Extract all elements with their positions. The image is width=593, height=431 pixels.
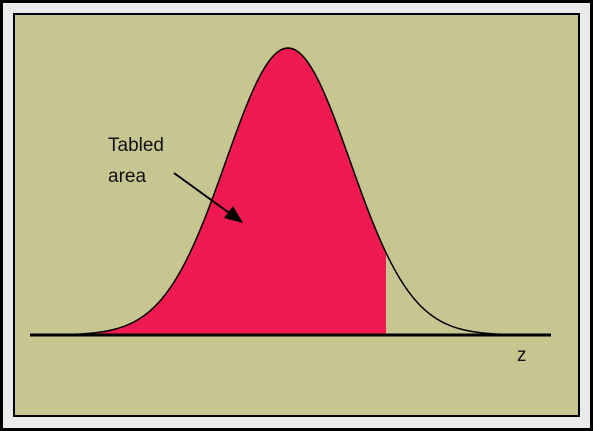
axis-label: z — [517, 345, 527, 366]
arrow-head — [224, 206, 243, 223]
shaded-area — [60, 48, 386, 335]
annotation-line: area — [108, 166, 146, 187]
annotation-line: Tabled — [108, 135, 164, 156]
arrow-shaft — [173, 172, 233, 216]
normal-curve — [59, 47, 521, 336]
